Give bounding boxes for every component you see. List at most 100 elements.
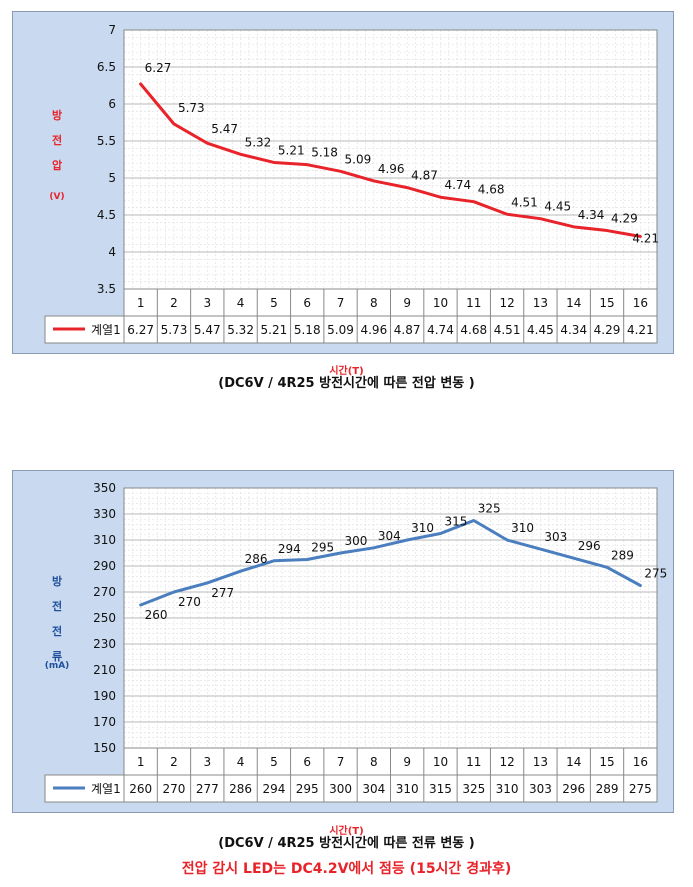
data-label: 4.68: [478, 183, 505, 197]
data-label: 270: [178, 595, 201, 609]
y-axis-label-char: 류: [52, 650, 62, 663]
voltage-chart-panel: 3.5 4 4.5 5 5.5 6 6.5 7 방 전 압 (V) 1 2 3 4 5 6 7 8 9 10 11 12 13 1…: [12, 11, 674, 354]
data-label: 4.34: [578, 208, 605, 222]
data-table-value: 315: [429, 782, 452, 796]
data-table-value: 296: [562, 782, 585, 796]
series-line: [139, 82, 642, 238]
data-label: 5.47: [211, 122, 238, 136]
y-axis-label-char: 전: [52, 133, 62, 147]
data-table-value: 4.68: [460, 323, 487, 337]
x-tick-label: 10: [433, 755, 448, 769]
data-label: 260: [145, 608, 168, 622]
series-line: [139, 519, 642, 607]
data-table-value: 4.29: [594, 323, 621, 337]
y-axis-unit: (V): [49, 192, 64, 202]
data-table-value: 286: [229, 782, 252, 796]
data-table-value: 4.96: [360, 323, 387, 337]
x-tick-label: 11: [466, 296, 481, 310]
x-tick-label: 14: [566, 755, 581, 769]
legend-label: 계열1: [91, 323, 121, 337]
y-axis-label-char: 전: [52, 599, 62, 613]
current-chart-caption: (DC6V / 4R25 방전시간에 따른 전류 변동 ): [218, 836, 475, 851]
data-label: 5.18: [311, 146, 338, 160]
x-tick-label: 2: [170, 296, 178, 310]
data-table-value: 260: [129, 782, 152, 796]
x-tick-label: 12: [499, 296, 514, 310]
data-table-value: 5.73: [161, 323, 188, 337]
current-chart: 150170190210230250270290310330350방전전류(mA…: [12, 470, 674, 813]
x-tick-label: 2: [170, 755, 178, 769]
x-axis-label: 시간(T): [329, 826, 364, 837]
data-label: 310: [511, 521, 534, 535]
current-chart-panel: 150 170 190 210 230 250 270 290 310 330 350 방 전 전 류 (mA…: [12, 470, 674, 813]
x-tick-label: 4: [237, 296, 245, 310]
data-label: 4.96: [378, 162, 405, 176]
data-label: 5.32: [245, 135, 272, 149]
y-tick-label: 190: [93, 689, 116, 703]
x-tick-label: 5: [270, 755, 278, 769]
y-tick-label: 7: [108, 23, 116, 37]
data-table-value: 5.47: [194, 323, 221, 337]
data-label: 4.51: [511, 195, 538, 209]
y-tick-label: 4.5: [97, 208, 116, 222]
y-axis-label-char: 방: [52, 108, 62, 122]
data-table-value: 277: [196, 782, 219, 796]
data-label: 325: [478, 502, 501, 516]
x-tick-label: 1: [137, 755, 145, 769]
data-label: 4.45: [544, 200, 571, 214]
y-tick-label: 170: [93, 715, 116, 729]
data-table-value: 5.09: [327, 323, 354, 337]
y-tick-label: 330: [93, 507, 116, 521]
x-tick-label: 7: [337, 296, 345, 310]
data-label: 295: [311, 541, 334, 555]
data-label: 6.27: [145, 61, 172, 75]
y-axis-unit: (mA): [45, 661, 70, 671]
x-tick-label: 6: [303, 755, 311, 769]
data-label: 289: [611, 548, 634, 562]
data-table-value: 295: [296, 782, 319, 796]
data-table-value: 270: [163, 782, 186, 796]
data-table-value: 4.87: [394, 323, 421, 337]
y-tick-label: 4: [108, 245, 116, 259]
data-table-value: 5.18: [294, 323, 321, 337]
x-tick-label: 8: [370, 296, 378, 310]
data-label: 5.21: [278, 143, 305, 157]
x-tick-label: 15: [599, 755, 614, 769]
y-tick-label: 5: [108, 171, 116, 185]
x-tick-label: 13: [533, 296, 548, 310]
x-tick-label: 9: [403, 755, 411, 769]
data-table-value: 4.74: [427, 323, 454, 337]
data-table-value: 325: [462, 782, 485, 796]
data-table-value: 294: [262, 782, 285, 796]
y-tick-label: 250: [93, 611, 116, 625]
x-tick-label: 8: [370, 755, 378, 769]
data-label: 4.29: [611, 212, 638, 226]
y-axis-label-char: 압: [52, 159, 62, 172]
data-label: 277: [211, 586, 234, 600]
data-table-value: 6.27: [127, 323, 154, 337]
data-table-value: 310: [496, 782, 519, 796]
y-tick-label: 5.5: [97, 134, 116, 148]
data-table-value: 304: [362, 782, 385, 796]
y-tick-label: 6: [108, 97, 116, 111]
data-label: 4.21: [632, 231, 659, 245]
data-label: 296: [578, 539, 601, 553]
data-table-value: 275: [629, 782, 652, 796]
x-tick-label: 6: [303, 296, 311, 310]
data-label: 310: [411, 521, 434, 535]
data-label: 4.87: [411, 169, 438, 183]
y-tick-label: 290: [93, 559, 116, 573]
led-note: 전압 감시 LED는 DC4.2V에서 점등 (15시간 경과후): [181, 861, 512, 877]
x-tick-label: 3: [203, 296, 211, 310]
data-label: 304: [378, 529, 401, 543]
data-label: 275: [644, 567, 667, 581]
x-tick-label: 13: [533, 755, 548, 769]
x-tick-label: 12: [499, 755, 514, 769]
y-tick-label: 6.5: [97, 60, 116, 74]
data-label: 315: [444, 515, 467, 529]
x-axis-label: 시간(T): [329, 366, 364, 377]
y-tick-label: 310: [93, 533, 116, 547]
y-tick-label: 210: [93, 663, 116, 677]
x-tick-label: 16: [633, 755, 648, 769]
